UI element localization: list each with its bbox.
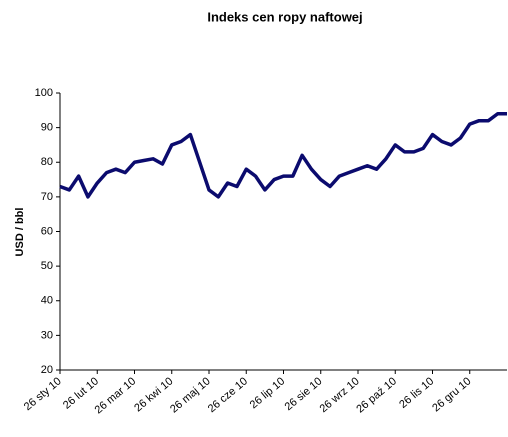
x-tick-label: 26 cze 10 — [206, 375, 250, 415]
x-tick-label: 26 paź 10 — [354, 375, 399, 415]
y-tick-label: 90 — [41, 122, 53, 134]
x-tick-label: 26 gru 10 — [430, 375, 473, 414]
y-tick-label: 50 — [41, 260, 53, 272]
y-tick-label: 60 — [41, 225, 53, 237]
x-tick-label: 26 maj 10 — [168, 375, 213, 415]
y-tick-label: 80 — [41, 156, 53, 168]
line — [59, 112, 507, 199]
y-tick-label: 20 — [41, 364, 53, 376]
y-tick-label: 40 — [41, 295, 53, 307]
x-tick-label: 26 lip 10 — [248, 375, 288, 411]
x-tick-label: 26 mar 10 — [93, 375, 139, 416]
x-tick-label: 26 sty 10 — [22, 375, 64, 413]
chart-title: Indeks cen ropy naftowej — [207, 9, 362, 24]
y-tick-label: 30 — [41, 329, 53, 341]
y-axis-label: USD / bbl — [14, 208, 26, 257]
y-tick-label: 70 — [41, 191, 53, 203]
y-tick-label: 100 — [35, 87, 53, 99]
x-tick-label: 26 wrz 10 — [318, 375, 362, 415]
